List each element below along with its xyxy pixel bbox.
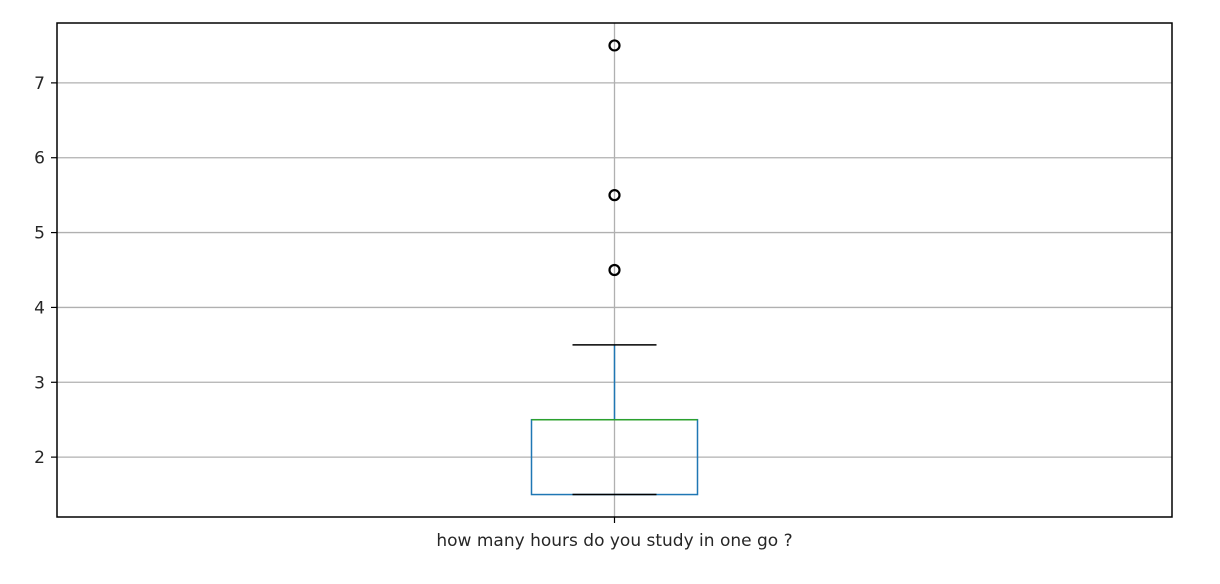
outlier-point bbox=[608, 263, 621, 277]
outlier-point bbox=[608, 39, 621, 52]
y-tick-label: 5 bbox=[34, 224, 45, 244]
y-tick-label: 3 bbox=[34, 373, 45, 393]
x-category-label: how many hours do you study in one go ? bbox=[436, 531, 792, 551]
y-tick-label: 2 bbox=[34, 448, 45, 468]
outlier-point bbox=[608, 189, 621, 202]
axis-layer: 2 3 4 5 6 7 how many hours do you study in one… bbox=[34, 74, 792, 551]
plot-layer bbox=[530, 39, 699, 496]
y-tick-label: 4 bbox=[34, 298, 45, 318]
grid-layer bbox=[57, 23, 1172, 517]
y-tick-label: 6 bbox=[34, 149, 45, 169]
y-tick-label: 7 bbox=[34, 74, 45, 94]
